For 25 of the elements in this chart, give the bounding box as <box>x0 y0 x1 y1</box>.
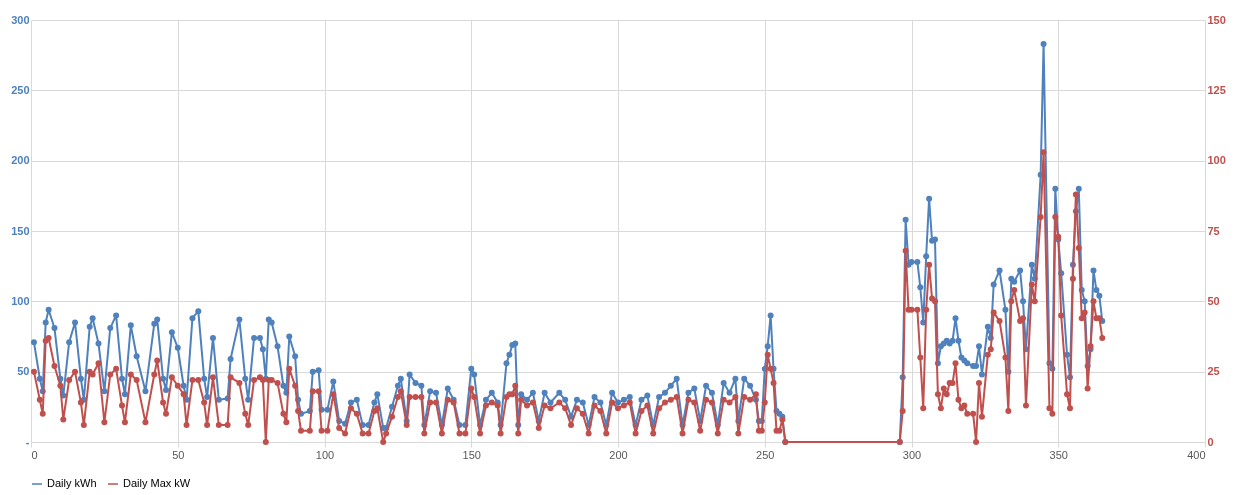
x-tick-label: 350 <box>1049 448 1068 461</box>
x-tick-label: 400 <box>1187 448 1206 461</box>
y-tick-label: 250 <box>11 83 30 96</box>
x-tick-label: 50 <box>172 448 185 461</box>
legend-label: Daily kWh <box>47 477 97 489</box>
y-tick-label: 150 <box>11 224 30 237</box>
y2-tick-label: 25 <box>1207 365 1220 378</box>
x-tick-label: 250 <box>756 448 775 461</box>
y2-tick-label: 125 <box>1207 83 1226 96</box>
y-tick-label: 100 <box>11 294 30 307</box>
x-tick-label: 200 <box>609 448 628 461</box>
y2-tick-label: 150 <box>1207 13 1226 26</box>
legend-label: Daily Max kW <box>123 477 191 489</box>
y-tick-label: 200 <box>11 154 30 167</box>
x-tick-label: 150 <box>462 448 481 461</box>
y-tick-label: - <box>25 435 30 448</box>
x-tick-label: 300 <box>902 448 922 461</box>
y-tick-label: 300 <box>11 13 30 26</box>
x-tick-label: 0 <box>31 448 38 461</box>
y2-tick-label: 75 <box>1207 224 1220 237</box>
y2-tick-label: 100 <box>1207 154 1226 167</box>
y2-tick-label: 0 <box>1207 435 1214 448</box>
x-tick-label: 100 <box>315 448 335 461</box>
y2-tick-label: 50 <box>1207 294 1220 307</box>
y-tick-label: 50 <box>17 365 30 378</box>
